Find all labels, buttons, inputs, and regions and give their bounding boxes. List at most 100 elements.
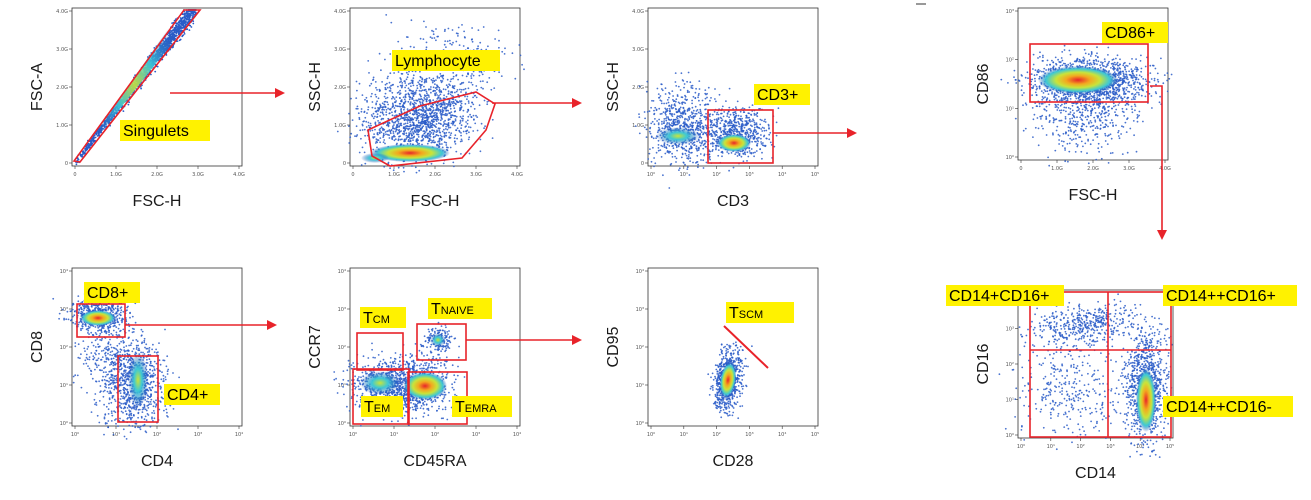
event-dot (755, 130, 758, 133)
event-dot (445, 125, 447, 128)
event-dot (471, 38, 473, 41)
event-dot (440, 81, 443, 84)
event-dot (442, 88, 445, 91)
event-dot (425, 129, 428, 132)
event-dot (663, 146, 666, 149)
event-dot (403, 123, 405, 125)
event-dot (668, 118, 670, 121)
event-dot (432, 106, 435, 109)
event-dot (490, 88, 493, 91)
event-dot (433, 130, 436, 133)
event-dot (440, 135, 443, 138)
event-dot (365, 96, 368, 99)
event-dot (426, 163, 428, 166)
event-dot (670, 118, 673, 121)
event-dot (711, 129, 714, 132)
event-dot (336, 130, 339, 133)
event-dot (435, 126, 437, 128)
event-dot (699, 123, 702, 126)
event-dot (412, 84, 415, 87)
event-dot (430, 78, 433, 81)
event-dot (701, 114, 703, 116)
event-dot (679, 89, 682, 91)
event-dot (400, 124, 403, 127)
event-dot (748, 106, 751, 109)
event-dot (1038, 105, 1041, 108)
event-dot (450, 122, 453, 125)
event-dot (464, 103, 467, 105)
event-dot (458, 130, 461, 133)
event-dot (678, 167, 681, 170)
event-dot (406, 125, 408, 127)
event-dot (381, 111, 384, 113)
event-dot (387, 75, 389, 78)
event-dot (1054, 97, 1057, 100)
event-dot (672, 107, 675, 109)
event-dot (679, 106, 682, 109)
event-dot (708, 153, 711, 156)
event-dot (717, 118, 720, 121)
event-dot (399, 138, 402, 141)
event-dot (391, 136, 394, 138)
event-dot (418, 114, 421, 117)
event-dot (427, 94, 430, 97)
event-dot (704, 124, 707, 127)
event-dot (719, 128, 722, 131)
event-dot (675, 98, 678, 101)
event-dot (661, 120, 663, 123)
x-axis-label: FSC-H (411, 193, 460, 210)
event-dot (715, 148, 717, 151)
event-dot (1121, 99, 1123, 102)
event-dot (1042, 70, 1045, 73)
event-dot (377, 120, 379, 122)
event-dot (694, 115, 697, 117)
event-dot (438, 86, 441, 89)
event-dot (668, 187, 671, 189)
event-dot (379, 103, 381, 106)
event-dot (714, 135, 717, 137)
event-dot (668, 107, 671, 110)
event-dot (426, 116, 429, 119)
event-dot (701, 99, 704, 102)
event-dot (358, 118, 361, 121)
event-dot (414, 112, 417, 114)
event-dot (441, 130, 444, 133)
event-dot (451, 90, 453, 93)
event-dot (710, 142, 712, 145)
event-dot (418, 98, 420, 101)
event-dot (375, 95, 378, 98)
event-dot (438, 127, 441, 130)
event-dot (477, 47, 479, 50)
event-dot (371, 92, 373, 95)
event-dot (418, 112, 421, 115)
event-dot (400, 72, 403, 75)
event-dot (446, 106, 448, 108)
event-dot (1150, 95, 1153, 97)
event-dot (393, 124, 395, 126)
event-dot (500, 75, 503, 77)
event-dot (479, 150, 482, 153)
event-dot (178, 39, 181, 42)
event-dot (740, 125, 743, 127)
y-tick-label: 4.0G (334, 9, 346, 15)
event-dot (715, 100, 717, 103)
event-dot (383, 128, 386, 131)
event-dot (420, 80, 423, 83)
event-dot (405, 84, 408, 87)
event-dot (367, 106, 370, 108)
event-dot (436, 94, 438, 96)
event-dot (439, 93, 442, 96)
event-dot (682, 112, 685, 115)
event-dot (735, 112, 737, 115)
event-dot (729, 119, 732, 122)
event-dot (453, 137, 456, 140)
event-dot (477, 29, 480, 31)
event-dot (742, 124, 745, 126)
event-dot (398, 125, 401, 128)
x-tick-label: 10⁴ (778, 172, 786, 178)
event-dot (449, 126, 452, 129)
event-dot (661, 145, 664, 148)
event-dot (435, 116, 437, 119)
event-dot (448, 131, 450, 134)
event-dot (385, 133, 387, 136)
